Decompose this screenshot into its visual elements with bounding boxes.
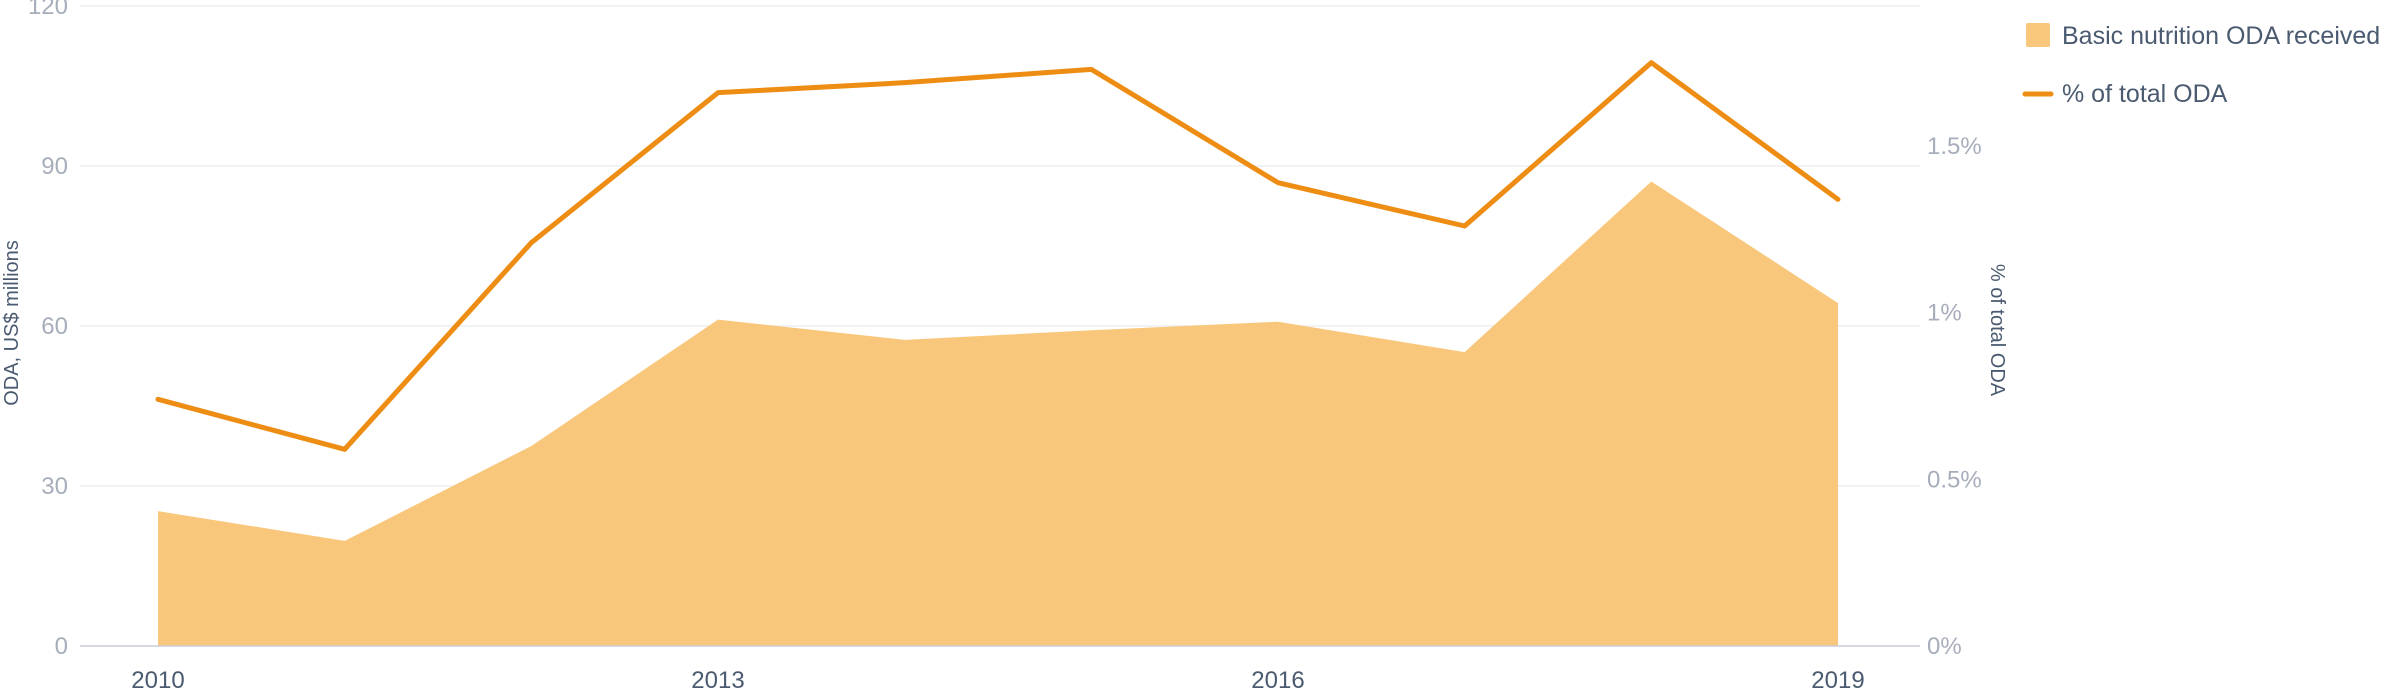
- legend: Basic nutrition ODA received % of total …: [2022, 22, 2380, 108]
- left-axis-title: ODA, US$ millions: [1, 240, 23, 406]
- legend-item-line[interactable]: % of total ODA: [2022, 80, 2228, 108]
- y-right-tick-label: 1%: [1927, 300, 1962, 327]
- line-data-point[interactable]: [895, 73, 915, 93]
- line-series-pct-total-oda[interactable]: [155, 60, 1841, 452]
- legend-area-swatch: [2026, 23, 2050, 47]
- y-right-tick-label: 0%: [1927, 633, 1962, 660]
- line-data-point[interactable]: [708, 83, 728, 103]
- y-left-tick-label: 90: [41, 153, 68, 180]
- area-data-point[interactable]: [148, 501, 168, 521]
- right-axis-title: % of total ODA: [1986, 264, 2008, 397]
- area-series-basic-nutrition[interactable]: [158, 181, 1838, 646]
- area-layer: [148, 171, 1848, 646]
- area-data-point[interactable]: [895, 330, 915, 350]
- line-data-point[interactable]: [1641, 53, 1661, 73]
- line-data-point[interactable]: [1081, 59, 1101, 79]
- y-right-tick-label: 1.5%: [1927, 133, 1982, 160]
- line-data-point[interactable]: [521, 233, 541, 253]
- area-data-point[interactable]: [1268, 312, 1288, 332]
- line-data-point[interactable]: [335, 439, 355, 459]
- legend-line-label: % of total ODA: [2062, 80, 2228, 108]
- line-data-point[interactable]: [1455, 216, 1475, 236]
- legend-item-area[interactable]: Basic nutrition ODA received: [2026, 22, 2380, 50]
- line-data-point[interactable]: [1828, 189, 1848, 209]
- y-left-tick-label: 30: [41, 473, 68, 500]
- line-data-point[interactable]: [1268, 173, 1288, 193]
- area-data-point[interactable]: [1828, 293, 1848, 313]
- legend-area-label: Basic nutrition ODA received: [2062, 22, 2380, 50]
- line-layer: [148, 53, 1848, 459]
- y-left-tick-label: 60: [41, 313, 68, 340]
- area-data-point[interactable]: [1455, 342, 1475, 362]
- y-left-tick-label: 120: [28, 0, 68, 20]
- y-right-tick-label: 0.5%: [1927, 466, 1982, 493]
- line-data-point[interactable]: [148, 389, 168, 409]
- x-tick-label: 2010: [131, 667, 184, 694]
- area-data-point[interactable]: [1641, 171, 1661, 191]
- area-data-point[interactable]: [521, 436, 541, 456]
- axis-layer: 0 30 60 90 120 0% 0.5% 1% 1.5% 2010 2013 2016 2019: [28, 0, 1982, 694]
- x-tick-label: 2019: [1811, 667, 1864, 694]
- x-tick-label: 2016: [1251, 667, 1304, 694]
- area-data-point[interactable]: [708, 310, 728, 330]
- x-tick-label: 2013: [691, 667, 744, 694]
- area-data-point[interactable]: [335, 531, 355, 551]
- area-data-point[interactable]: [1081, 320, 1101, 340]
- y-left-tick-label: 0: [55, 633, 68, 660]
